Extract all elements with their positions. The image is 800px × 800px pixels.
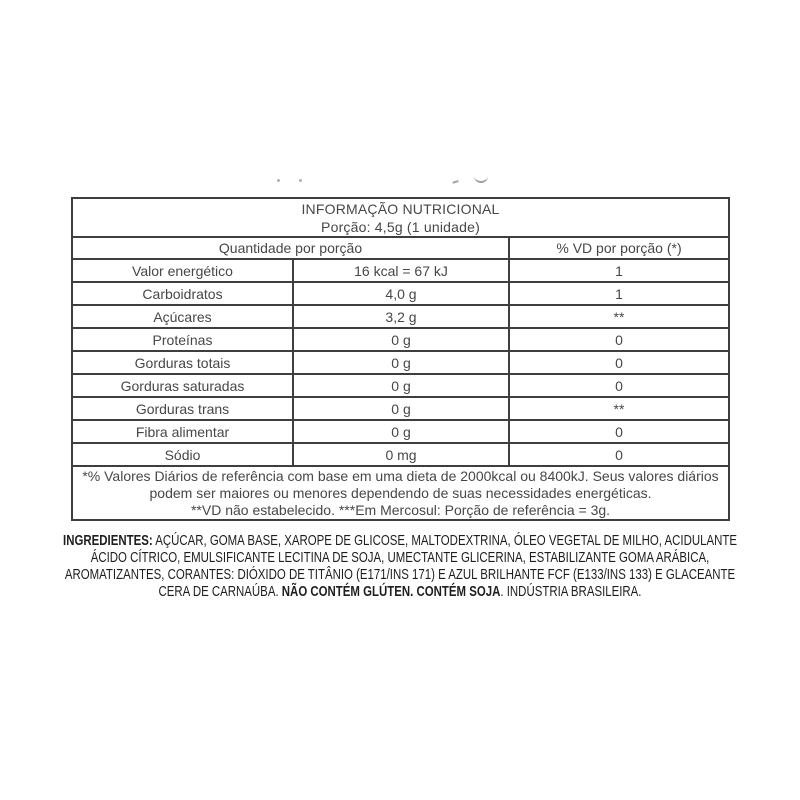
nutrient-dv: 1 — [507, 281, 731, 306]
nutrient-amount: 16 kcal = 67 kJ — [292, 258, 510, 283]
nutrition-rows: Valor energético 16 kcal = 67 kJ 1 Carboidr… — [71, 258, 731, 467]
cropped-text-artifact — [299, 179, 302, 182]
table-row: Açúcares 3,2 g ** — [71, 304, 731, 329]
nutrient-dv: 0 — [507, 373, 731, 398]
nutrient-amount: 0 g — [292, 419, 510, 444]
nutrient-dv: 0 — [507, 442, 731, 467]
nutrient-name: Valor energético — [71, 258, 294, 283]
nutrition-table: INFORMAÇÃO NUTRICIONAL Porção: 4,5g (1 u… — [70, 197, 731, 521]
footnote-line: **VD não estabelecido. ***Em Mercosul: P… — [190, 501, 611, 518]
nutrient-dv: 0 — [507, 419, 731, 444]
nutrient-name: Gorduras totais — [71, 350, 294, 375]
nutrient-name: Açúcares — [71, 304, 294, 329]
ingredients-segment: ÁCIDO CÍTRICO, EMULSIFICANTE LECITINA DE… — [90, 550, 710, 566]
nutrient-amount: 0 mg — [292, 442, 510, 467]
portion-size: Porção: 4,5g (1 unidade) — [321, 218, 480, 235]
footnote-row: *% Valores Diários de referência com bas… — [70, 465, 731, 521]
column-header-quantity: Quantidade por porção — [71, 236, 510, 260]
ingredients-line: INGREDIENTES: AÇÚCAR, GOMA BASE, XAROPE … — [0, 533, 800, 550]
cropped-text-artifact — [474, 176, 488, 183]
ingredients-segment: AÇÚCAR, GOMA BASE, XAROPE DE GLICOSE, MA… — [152, 533, 737, 549]
footnote-line: *% Valores Diários de referência com bas… — [82, 467, 719, 484]
table-row: Gorduras trans 0 g ** — [71, 396, 731, 421]
table-title: INFORMAÇÃO NUTRICIONAL — [301, 200, 500, 217]
nutrient-name: Proteínas — [71, 327, 294, 352]
nutrient-amount: 3,2 g — [292, 304, 510, 329]
nutrient-dv: ** — [507, 304, 731, 329]
nutrient-amount: 0 g — [292, 327, 510, 352]
footnote: *% Valores Diários de referência com bas… — [70, 465, 731, 521]
nutrient-dv: 0 — [507, 327, 731, 352]
nutrient-amount: 0 g — [292, 350, 510, 375]
nutrient-name: Sódio — [71, 442, 294, 467]
nutrient-name: Gorduras saturadas — [71, 373, 294, 398]
nutrient-amount: 4,0 g — [292, 281, 510, 306]
ingredients-line: AROMATIZANTES, CORANTES: DIÓXIDO DE TITÂ… — [0, 567, 800, 584]
nutrient-dv: 1 — [507, 258, 731, 283]
ingredients-segment: . INDÚSTRIA BRASILEIRA. — [500, 584, 642, 600]
ingredients-line: ÁCIDO CÍTRICO, EMULSIFICANTE LECITINA DE… — [0, 550, 800, 567]
table-row: Valor energético 16 kcal = 67 kJ 1 — [71, 258, 731, 283]
nutrient-amount: 0 g — [292, 396, 510, 421]
footnote-lines-container: *% Valores Diários de referência com bas… — [74, 467, 727, 518]
column-header-dv: % VD por porção (*) — [507, 236, 731, 260]
footnote-line: podem ser maiores ou menores dependendo … — [149, 484, 652, 501]
title-row: INFORMAÇÃO NUTRICIONAL Porção: 4,5g (1 u… — [70, 197, 731, 238]
nutrient-dv: ** — [507, 396, 731, 421]
ingredients-segment: CERA DE CARNAÚBA. — [158, 584, 282, 600]
nutrient-dv: 0 — [507, 350, 731, 375]
ingredients-bold-segment: NÃO CONTÉM GLÚTEN. CONTÉM SOJA — [281, 584, 501, 600]
column-header-row: Quantidade por porção % VD por porção (*… — [71, 236, 731, 260]
cropped-text-artifact — [277, 179, 280, 182]
title-cell: INFORMAÇÃO NUTRICIONAL Porção: 4,5g (1 u… — [70, 197, 731, 238]
ingredients-line: CERA DE CARNAÚBA. NÃO CONTÉM GLÚTEN. CON… — [0, 584, 800, 601]
nutrient-name: Carboidratos — [71, 281, 294, 306]
nutrient-name: Gorduras trans — [71, 396, 294, 421]
ingredients-bold-segment: INGREDIENTES: — [63, 533, 153, 549]
cropped-text-artifact — [451, 177, 459, 184]
nutrient-amount: 0 g — [292, 373, 510, 398]
ingredients-paragraph: INGREDIENTES: AÇÚCAR, GOMA BASE, XAROPE … — [0, 533, 800, 601]
ingredients-segment: AROMATIZANTES, CORANTES: DIÓXIDO DE TITÂ… — [64, 567, 736, 583]
nutrient-name: Fibra alimentar — [71, 419, 294, 444]
table-row: Sódio 0 mg 0 — [71, 442, 731, 467]
